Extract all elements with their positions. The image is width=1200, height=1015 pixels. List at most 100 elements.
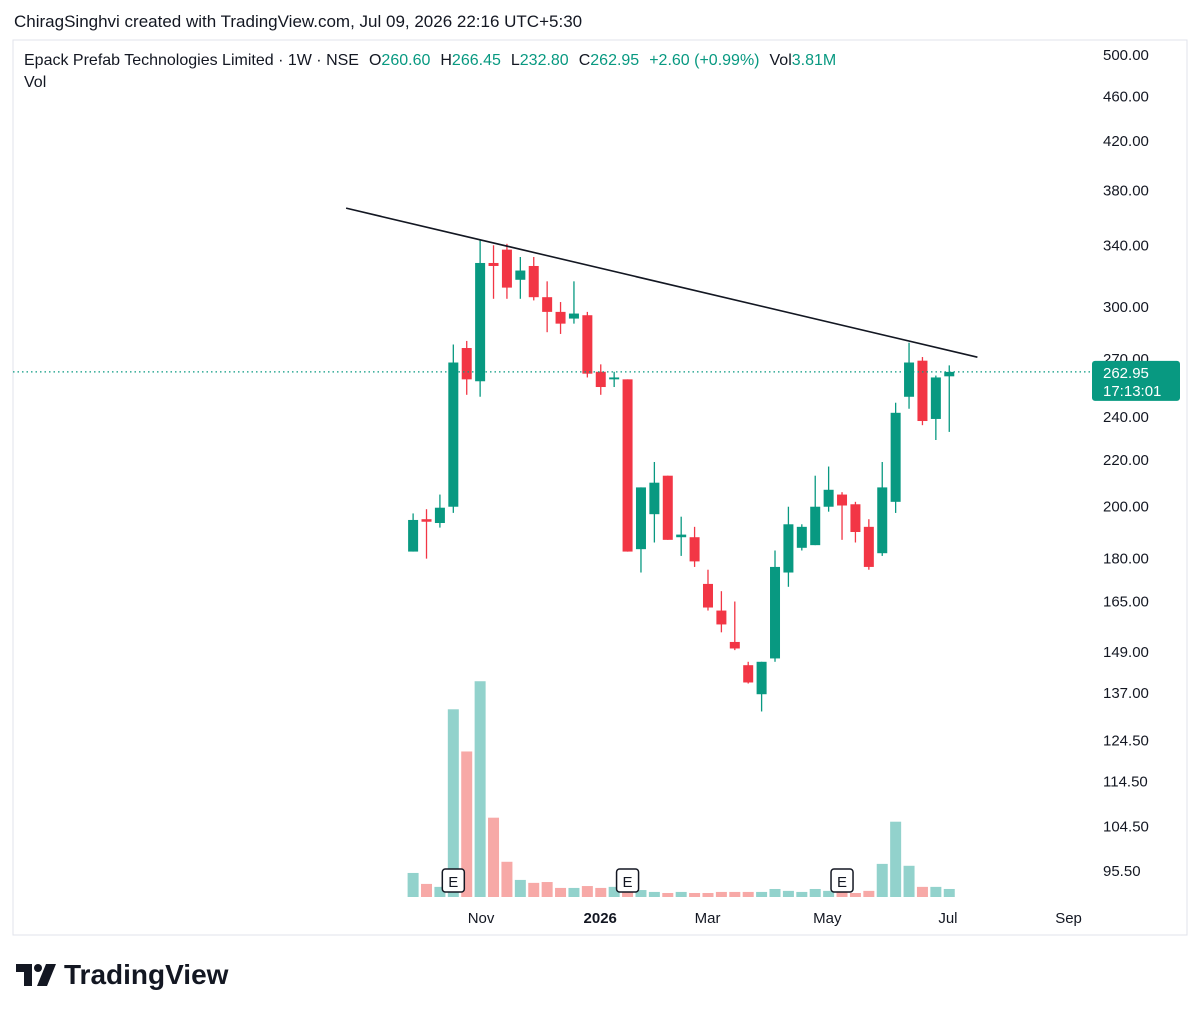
volume-bar <box>689 892 701 897</box>
volume-bar <box>461 751 473 897</box>
y-tick-label: 500.00 <box>1103 47 1149 64</box>
symbol-title: Epack Prefab Technologies Limited · 1W ·… <box>24 52 359 69</box>
y-tick-label: 460.00 <box>1103 88 1149 105</box>
logo-text: TradingView <box>64 959 229 990</box>
candle-body <box>890 412 901 502</box>
last-price-tag <box>1092 360 1180 401</box>
y-tick-label: 340.00 <box>1103 237 1149 254</box>
candle-body <box>944 371 955 377</box>
candle-body <box>904 362 915 397</box>
volume-bar <box>943 888 955 897</box>
volume-bar <box>796 891 808 897</box>
candle-body <box>448 362 459 507</box>
volume-bar <box>421 883 433 897</box>
volume-bar <box>635 890 647 897</box>
volume-bar <box>514 879 526 897</box>
ohlc-value: 232.80 <box>519 52 569 69</box>
candle-body <box>917 360 928 422</box>
y-tick-label: 149.00 <box>1103 644 1149 661</box>
logo-mark: TradingView <box>16 959 229 990</box>
change: +2.60 (+0.99%) <box>649 52 760 69</box>
candle-body <box>662 475 673 540</box>
x-tick-label: Mar <box>695 910 721 927</box>
candle-body <box>475 262 486 382</box>
y-tick-label: 300.00 <box>1103 299 1149 316</box>
event-marker <box>441 868 466 893</box>
y-tick-label: 200.00 <box>1103 499 1149 516</box>
candle-body <box>770 566 781 659</box>
y-tick-label: 165.00 <box>1103 594 1149 611</box>
legend: Epack Prefab Technologies Limited · 1W ·… <box>24 50 836 94</box>
y-tick-label: 95.50 <box>1103 863 1141 880</box>
chart-frame <box>12 39 1188 936</box>
candle-body <box>461 348 472 380</box>
x-tick-label: May <box>813 910 842 927</box>
y-tick-label: 114.50 <box>1103 774 1148 791</box>
candle-body <box>863 526 874 567</box>
volume-bar <box>916 886 928 897</box>
volume-bar <box>836 890 848 897</box>
event-label: E <box>837 874 847 891</box>
volume-pane-label: Vol <box>24 74 47 91</box>
candle-body <box>568 313 579 319</box>
x-tick-label: 2026 <box>584 910 617 927</box>
ohlc-key: O <box>368 52 382 69</box>
x-tick-label: Sep <box>1055 910 1082 927</box>
y-tick-label: 124.50 <box>1103 732 1149 749</box>
volume-bar <box>769 888 781 897</box>
volume-bar <box>782 890 794 897</box>
volume-bar <box>447 709 459 897</box>
candle-body <box>689 537 700 562</box>
ohlc-key: C <box>578 52 591 69</box>
y-tick-label: 240.00 <box>1103 409 1149 426</box>
candle-body <box>676 534 687 538</box>
candle-body <box>515 270 526 280</box>
candle-body <box>488 262 499 266</box>
ohlc-value: 262.95 <box>590 52 640 69</box>
volume-bar <box>555 887 567 897</box>
volume-bar <box>903 865 915 897</box>
volume-bar <box>729 891 741 897</box>
volume-bar <box>528 882 540 897</box>
volume-bar <box>568 887 580 897</box>
volume-bar <box>488 817 500 897</box>
countdown: 17:13:01 <box>1103 383 1161 400</box>
candle-body <box>877 487 888 554</box>
credit: ChiragSinghvi created with TradingView.c… <box>14 12 583 31</box>
event-marker <box>615 868 640 893</box>
candle-body <box>501 249 512 288</box>
trendline <box>345 207 978 358</box>
volume-bar <box>715 891 727 897</box>
candle-body <box>421 519 432 522</box>
volume-bar <box>876 863 888 897</box>
ohlc-key: H <box>440 52 452 69</box>
ohlc: O260.60 H266.45 L232.80 C262.95 <box>359 52 639 69</box>
event-marker <box>830 868 854 893</box>
event-label: E <box>448 874 458 891</box>
y-tick-label: 137.00 <box>1103 685 1149 702</box>
volume-bar <box>541 882 553 897</box>
y-tick-label: 180.00 <box>1103 551 1149 568</box>
candle-body <box>702 583 713 608</box>
volume-bar <box>434 886 446 897</box>
volume-bar <box>849 892 861 897</box>
candle-body <box>756 661 767 695</box>
y-tick-label: 420.00 <box>1103 133 1149 150</box>
candle-body <box>582 315 593 374</box>
logo: TradingView <box>16 956 246 1001</box>
y-tick-label: 380.00 <box>1103 182 1149 199</box>
candle-body <box>595 371 606 388</box>
candle-body <box>542 297 553 312</box>
candle-body <box>555 311 566 324</box>
candle-body <box>837 494 848 506</box>
candle-body <box>408 519 419 552</box>
y-tick-label: 220.00 <box>1103 452 1149 469</box>
volume-bar <box>863 890 875 897</box>
volume-bar <box>581 886 593 897</box>
candle-body <box>609 377 620 380</box>
ohlc-value: 260.60 <box>381 52 431 69</box>
volume-bar <box>890 821 902 897</box>
volume-bar <box>809 888 821 897</box>
